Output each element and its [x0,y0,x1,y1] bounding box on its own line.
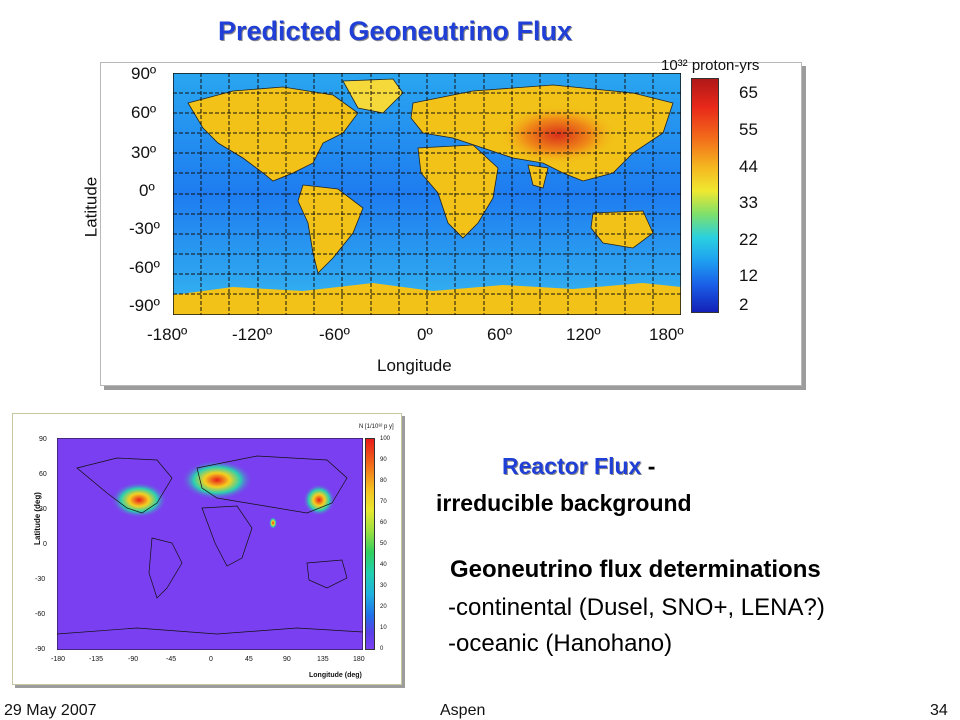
reactor-colorbar-unit: N [1/10³² p y] [359,424,394,430]
australia [590,210,654,249]
reactor-x-tick: 135 [317,656,329,663]
geo-y-tick: -30º [129,219,160,238]
geo-x-tick: -60º [319,325,350,344]
geoneutrino-flux-figure: 90º 60º 30º 0º -30º -60º -90º Latitude -… [81,57,802,386]
reactor-flux-heading: Reactor Flux - [502,453,655,480]
north-america-reactor-hotspot [111,482,167,518]
map-grid [173,73,681,315]
africa [417,144,499,239]
reactor-flux-subtitle: irreducible background [436,490,692,516]
europe-reactor-hotspot [181,460,253,500]
geo-x-tick: 0º [417,325,433,344]
geo-y-tick: 30º [131,143,157,162]
geo-colorbar-label: 33 [739,193,758,212]
geo-colorbar-label: 44 [739,157,758,176]
reactor-map-svg [57,438,363,650]
geo-colorbar-label: 55 [739,120,758,139]
geo-y-tick: 90º [131,64,157,83]
reactor-x-tick: 45 [245,656,253,663]
reactor-y-tick: -60 [35,611,46,618]
reactor-x-tick: 90 [283,656,291,663]
antarctica [173,283,681,315]
reactor-colorbar-label: 60 [380,520,387,526]
determination-item: -continental (Dusel, SNO+, LENA?) [448,594,825,621]
reactor-y-tick: 0 [43,541,47,548]
geo-colorbar-label: 22 [739,230,758,249]
reactor-x-axis-label: Longitude (deg) [309,672,362,679]
reactor-x-tick: -180 [51,656,66,663]
geo-y-tick: -90º [129,296,160,315]
reactor-y-axis-label: Latitude (deg) [32,492,42,545]
reactor-x-tick: -90 [128,656,139,663]
reactor-colorbar-label: 100 [380,436,391,442]
geo-colorbar-unit: 10³² proton-yrs [661,57,760,74]
reactor-colorbar-label: 40 [380,562,387,568]
footer-page-number: 34 [930,702,948,719]
india-reactor-hotspot [269,517,277,529]
geo-y-axis-label: Latitude [81,176,101,238]
geo-colorbar [691,78,719,313]
geo-x-tick: -120º [232,325,273,344]
geo-y-tick: -60º [129,258,160,277]
reactor-colorbar-label: 80 [380,478,387,484]
reactor-colorbar [365,438,375,650]
reactor-x-tick: 0 [209,656,213,663]
reactor-colorbar-label: 20 [380,604,387,610]
geo-x-axis-label: Longitude [377,356,452,375]
reactor-colorbar-label: 0 [380,646,384,652]
slide-title: Predicted Geoneutrino Flux [218,16,573,46]
footer-location: Aspen [440,702,486,719]
reactor-flux-figure: 90 60 30 0 -30 -60 -90 Latitude (deg) -1… [12,413,402,685]
east-asia-reactor-hotspot [303,484,335,516]
reactor-y-tick: -30 [35,576,46,583]
geo-x-tick: 180º [649,325,684,344]
geo-colorbar-label: 12 [739,266,758,285]
geo-y-tick: 60º [131,103,157,122]
reactor-x-tick: 180 [353,656,365,663]
north-america [187,86,359,182]
geo-x-tick: 120º [566,325,601,344]
reactor-y-tick: 90 [39,436,47,443]
greenland [342,78,404,114]
geo-x-tick: -180º [147,325,188,344]
reactor-y-tick: 30 [39,506,47,513]
determinations-heading: Geoneutrino flux determinations [450,556,821,583]
geo-y-tick: 0º [139,181,155,200]
geo-x-tick: 60º [487,325,513,344]
reactor-x-tick: -135 [89,656,104,663]
reactor-y-tick: -90 [35,646,46,653]
determination-item: -oceanic (Hanohano) [448,630,673,657]
reactor-colorbar-label: 90 [380,457,387,463]
reactor-flux-title: Reactor Flux [502,453,642,479]
reactor-flux-dash: - [641,453,656,479]
india [527,164,549,189]
reactor-colorbar-label: 50 [380,541,387,547]
geo-colorbar-label: 65 [739,83,758,102]
reactor-colorbar-label: 70 [380,499,387,505]
reactor-coastlines [57,455,363,635]
geoneutrino-map [172,72,682,316]
reactor-x-tick: -45 [166,656,177,663]
asia-hotspot [498,105,618,165]
reactor-colorbar-label: 30 [380,583,387,589]
geo-colorbar-label: 2 [739,295,749,314]
reactor-y-tick: 60 [39,471,47,478]
geoneutrino-map-svg [172,72,682,316]
footer-date: 29 May 2007 [4,702,97,719]
reactor-colorbar-label: 10 [380,625,387,631]
